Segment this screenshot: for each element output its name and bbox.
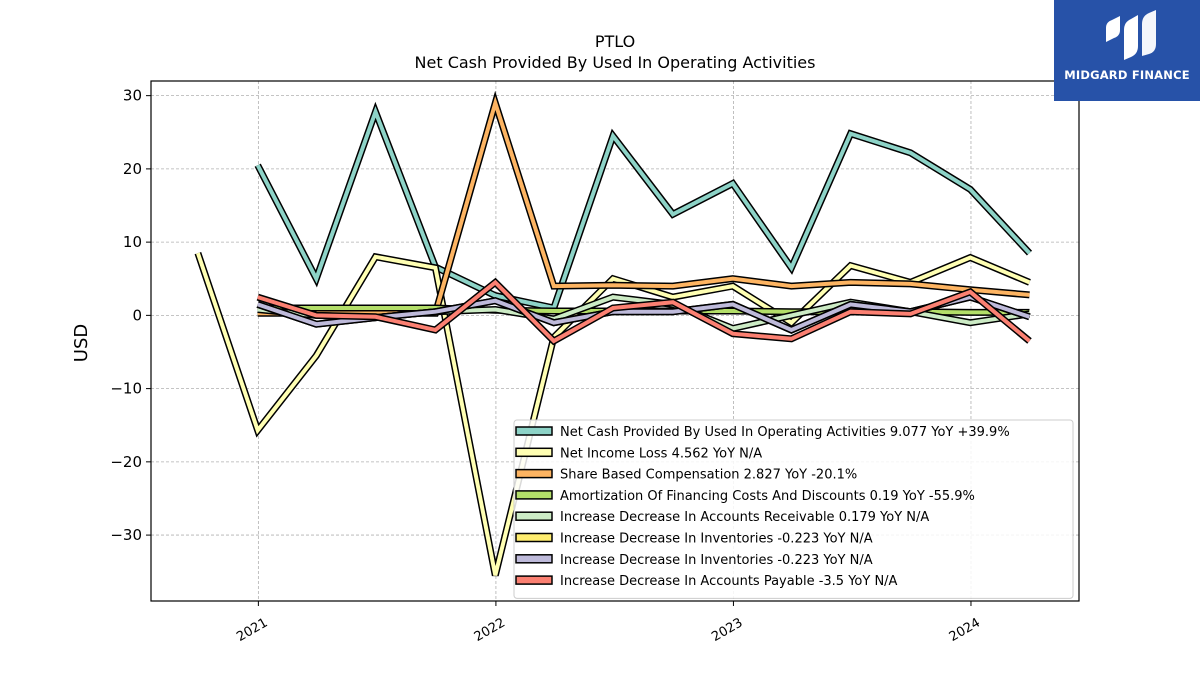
- legend-label: Increase Decrease In Inventories -0.223 …: [560, 532, 873, 547]
- legend-label: Net Cash Provided By Used In Operating A…: [560, 425, 1010, 440]
- legend-label: Net Income Loss 4.562 YoY N/A: [560, 446, 762, 461]
- series-layer: [194, 90, 1033, 577]
- plot-frame: [150, 80, 1080, 602]
- legend-box: [513, 419, 1074, 599]
- series-line: [254, 101, 1033, 313]
- legend-label: Amortization Of Financing Costs And Disc…: [560, 489, 975, 504]
- legend-label: Increase Decrease In Accounts Payable -3…: [560, 574, 898, 589]
- x-tick-label: 2022: [472, 615, 508, 645]
- logo-mark-icon: [1106, 10, 1156, 60]
- y-tick-label: 10: [123, 233, 142, 251]
- legend-swatch: [515, 575, 553, 585]
- legend-label: Increase Decrease In Accounts Receivable…: [560, 510, 929, 525]
- legend-swatch: [515, 447, 553, 458]
- legend-swatch: [515, 490, 553, 500]
- y-tick-label: 30: [123, 87, 142, 105]
- y-tick-label: 0: [132, 306, 142, 324]
- brand-logo: MIDGARD FINANCE: [1054, 0, 1200, 101]
- chart-title: Net Cash Provided By Used In Operating A…: [415, 53, 816, 72]
- y-tick-label: −20: [110, 453, 142, 471]
- series-line-stroke: [257, 279, 1031, 344]
- legend: Net Cash Provided By Used In Operating A…: [513, 419, 1074, 599]
- legend-swatch: [515, 554, 553, 564]
- series-line: [257, 90, 1030, 317]
- series-line-outline: [257, 90, 1030, 317]
- legend-label: Share Based Compensation 2.827 YoY -20.1…: [560, 468, 857, 483]
- x-tick-label: 2023: [709, 615, 745, 645]
- series-line: [256, 277, 1032, 346]
- legend-swatch: [515, 468, 553, 479]
- legend-swatch: [515, 532, 553, 543]
- x-tick-label: 2021: [234, 615, 270, 645]
- y-axis-label: USD: [71, 324, 92, 362]
- legend-label: Increase Decrease In Inventories -0.223 …: [560, 553, 873, 568]
- y-tick-label: −30: [110, 526, 142, 544]
- legend-swatch: [515, 511, 553, 521]
- x-tick-label: 2024: [947, 615, 983, 645]
- chart-ticker: PTLO: [595, 32, 635, 51]
- y-tick-label: 20: [123, 160, 142, 178]
- legend-swatch: [515, 426, 553, 436]
- logo-text: MIDGARD FINANCE: [1064, 68, 1190, 82]
- y-tick-label: −10: [110, 380, 142, 398]
- series-line-stroke: [255, 106, 1031, 311]
